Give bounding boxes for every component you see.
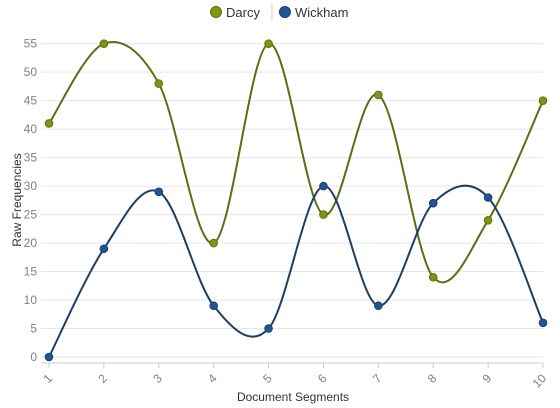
x-tick-label: 8 bbox=[425, 371, 440, 386]
data-point-wickham[interactable] bbox=[483, 193, 493, 202]
y-tick-label: 25 bbox=[24, 208, 38, 222]
x-tick-label: 5 bbox=[260, 371, 275, 386]
data-point-wickham[interactable] bbox=[154, 187, 164, 197]
y-tick-label: 40 bbox=[24, 122, 38, 136]
data-point-wickham[interactable] bbox=[319, 181, 328, 191]
data-point-darcy[interactable] bbox=[154, 79, 164, 88]
y-tick-label: 0 bbox=[30, 350, 37, 364]
x-tick-label: 1 bbox=[40, 371, 55, 386]
data-point-wickham[interactable] bbox=[264, 324, 273, 333]
data-point-darcy[interactable] bbox=[319, 210, 328, 219]
y-tick-label: 30 bbox=[24, 179, 38, 193]
data-point-darcy[interactable] bbox=[374, 90, 383, 100]
y-tick-label: 5 bbox=[30, 322, 37, 336]
data-point-wickham[interactable] bbox=[99, 244, 109, 254]
legend-item-wickham[interactable]: Wickham bbox=[278, 5, 348, 20]
grid-layer bbox=[41, 43, 543, 358]
x-tick-label: 7 bbox=[370, 371, 385, 386]
data-point-darcy[interactable] bbox=[209, 238, 218, 248]
data-point-wickham[interactable] bbox=[538, 318, 548, 328]
y-tick-label: 15 bbox=[24, 265, 38, 279]
legend-label-darcy: Darcy bbox=[226, 5, 260, 20]
x-tick-label: 9 bbox=[480, 371, 495, 386]
series-line-wickham bbox=[48, 184, 544, 358]
series-layer bbox=[44, 39, 548, 362]
data-point-wickham[interactable] bbox=[44, 352, 54, 362]
x-axis-title: Document Segments bbox=[237, 390, 349, 404]
legend: Darcy Wickham bbox=[210, 3, 348, 21]
series-wickham bbox=[44, 181, 548, 362]
data-point-darcy[interactable] bbox=[483, 215, 493, 225]
series-darcy bbox=[44, 39, 548, 284]
x-tick-label: 2 bbox=[95, 371, 110, 386]
y-tick-label: 35 bbox=[24, 151, 38, 165]
legend-marker-darcy bbox=[210, 6, 222, 18]
data-point-wickham[interactable] bbox=[374, 301, 383, 311]
data-point-darcy[interactable] bbox=[538, 96, 548, 105]
x-tick-label: 6 bbox=[315, 371, 330, 386]
legend-marker-wickham bbox=[278, 6, 291, 18]
y-tick-label: 45 bbox=[24, 94, 38, 108]
data-point-wickham[interactable] bbox=[428, 198, 438, 208]
data-point-darcy[interactable] bbox=[44, 119, 54, 128]
data-point-darcy[interactable] bbox=[264, 39, 273, 48]
y-tick-label: 20 bbox=[24, 236, 38, 250]
data-point-darcy[interactable] bbox=[428, 272, 438, 282]
data-point-darcy[interactable] bbox=[99, 39, 109, 48]
data-point-wickham[interactable] bbox=[209, 301, 218, 311]
y-axis-title: Raw Frequencies bbox=[10, 153, 24, 246]
x-tick-label: 4 bbox=[205, 371, 220, 386]
legend-label-wickham: Wickham bbox=[295, 5, 348, 20]
legend-item-darcy[interactable]: Darcy bbox=[210, 5, 261, 20]
series-line-darcy bbox=[48, 41, 544, 284]
y-tick-label: 55 bbox=[24, 37, 38, 51]
y-tick-label: 50 bbox=[24, 65, 38, 79]
y-tick-label: 10 bbox=[24, 293, 38, 307]
x-tick-label: 3 bbox=[150, 371, 165, 386]
axis-layer: Document Segments Raw Frequencies 051015… bbox=[10, 37, 549, 404]
x-tick-label: 10 bbox=[530, 371, 550, 391]
